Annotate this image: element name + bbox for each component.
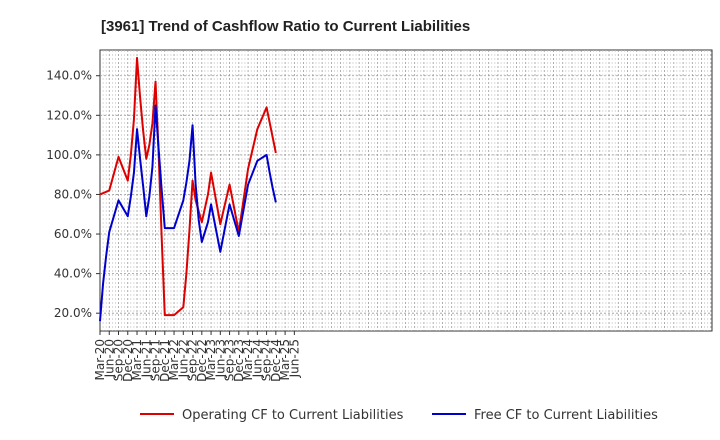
x-tick-label: Sep-21 xyxy=(149,339,163,381)
x-axis-ticks: Mar-20Jun-20Sep-20Dec-20Mar-21Jun-21Sep-… xyxy=(93,331,301,382)
x-tick-label: Mar-24 xyxy=(241,339,255,380)
x-tick-label: Jun-23 xyxy=(213,339,227,378)
x-tick-label: Mar-20 xyxy=(93,339,107,380)
x-tick-label: Dec-22 xyxy=(195,339,209,382)
x-tick-label: Sep-22 xyxy=(186,339,200,381)
y-axis-ticks: 20.0% 40.0% 60.0% 80.0% 100.0% 120.0% 140.0% xyxy=(46,69,100,320)
legend: Operating CF to Current Liabilities Free… xyxy=(140,408,658,423)
x-tick-label: Dec-20 xyxy=(121,339,135,382)
x-tick-label: Sep-23 xyxy=(223,339,237,381)
y-tick-label: 60.0% xyxy=(54,227,92,241)
y-tick-label: 40.0% xyxy=(54,267,92,281)
x-tick-label: Dec-21 xyxy=(158,339,172,382)
x-tick-label: Jun-21 xyxy=(139,339,153,378)
x-tick-label: Jun-24 xyxy=(250,339,264,378)
series-line-0 xyxy=(99,56,277,317)
x-tick-label: Dec-23 xyxy=(232,339,246,382)
x-tick-label: Mar-23 xyxy=(204,339,218,380)
x-tick-label: Sep-24 xyxy=(260,339,274,381)
y-tick-label: 20.0% xyxy=(54,306,92,320)
series-line-1 xyxy=(99,104,277,322)
y-tick-label: 100.0% xyxy=(46,148,92,162)
x-tick-label: Sep-20 xyxy=(112,339,126,381)
chart-title: [3961] Trend of Cashflow Ratio to Curren… xyxy=(101,18,470,35)
series-lines xyxy=(99,56,277,322)
x-tick-label: Mar-22 xyxy=(167,339,181,380)
x-tick-label: Jun-20 xyxy=(102,339,116,378)
y-tick-label: 80.0% xyxy=(54,187,92,201)
x-tick-label: Dec-24 xyxy=(269,339,283,382)
legend-label-free-cf: Free CF to Current Liabilities xyxy=(474,408,658,423)
x-tick-label: Mar-21 xyxy=(130,339,144,380)
y-tick-label: 140.0% xyxy=(46,69,92,83)
y-tick-label: 120.0% xyxy=(46,108,92,122)
x-tick-label: Jun-25 xyxy=(287,339,301,378)
x-tick-label: Jun-22 xyxy=(176,339,190,378)
legend-label-operating-cf: Operating CF to Current Liabilities xyxy=(182,408,404,423)
x-tick-label: Mar-25 xyxy=(278,339,292,380)
